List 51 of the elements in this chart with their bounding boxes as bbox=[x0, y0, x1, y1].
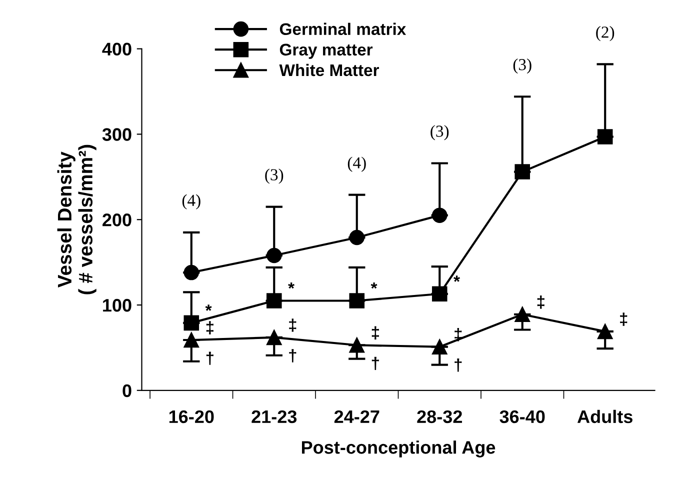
y-tick-label: 400 bbox=[102, 42, 132, 56]
point bbox=[514, 164, 530, 180]
annotation: ‡ bbox=[537, 296, 544, 309]
point bbox=[514, 306, 530, 322]
annotation: ‡ bbox=[372, 326, 379, 340]
annotation: † bbox=[289, 349, 296, 362]
annotation: (3) bbox=[513, 58, 532, 74]
y-tick-label: 200 bbox=[102, 214, 132, 226]
legend-label: Germinal matrix bbox=[280, 22, 406, 36]
annotation: † bbox=[372, 356, 379, 370]
x-axis-title: Post-conceptional Age bbox=[302, 440, 496, 458]
y-tick-label: 0 bbox=[122, 384, 132, 398]
point bbox=[349, 230, 365, 246]
point bbox=[349, 293, 365, 308]
point bbox=[432, 339, 448, 354]
point bbox=[266, 330, 282, 346]
annotation: * bbox=[205, 304, 212, 311]
x-tick-label: 21-23 bbox=[252, 410, 297, 424]
text: (2) bbox=[596, 26, 614, 42]
point bbox=[432, 286, 448, 302]
annotation: (4) bbox=[348, 156, 366, 172]
annotation: ‡ bbox=[289, 318, 296, 332]
annotation: (4) bbox=[182, 194, 200, 210]
y-tick-label: 100 bbox=[103, 298, 132, 312]
x-tick-label: Adults bbox=[577, 410, 632, 424]
x-tick-label: 24-27 bbox=[334, 410, 380, 423]
annotation: ‡ bbox=[620, 312, 628, 326]
point bbox=[184, 332, 200, 348]
y-axis-title: Vessel Density ( # vessels/mm²) bbox=[57, 144, 96, 294]
point bbox=[184, 264, 200, 280]
annotation: (3) bbox=[430, 125, 449, 140]
annotation: * bbox=[288, 282, 294, 289]
point bbox=[432, 208, 448, 223]
x-tick-label: 28-32 bbox=[417, 410, 462, 424]
point bbox=[349, 338, 365, 353]
x-tick-label: 16-20 bbox=[169, 410, 214, 424]
annotation: * bbox=[454, 276, 460, 282]
y-tick-label: 300 bbox=[102, 128, 132, 141]
point bbox=[184, 315, 200, 331]
annotation: ‡ bbox=[206, 321, 214, 334]
annotation: † bbox=[206, 352, 214, 365]
annotation: * bbox=[370, 282, 378, 289]
point bbox=[266, 248, 282, 264]
point bbox=[597, 129, 613, 144]
annotation: † bbox=[454, 358, 462, 372]
legend-label: Gray matter bbox=[280, 44, 373, 59]
legend-label: White Matter bbox=[279, 64, 380, 76]
point bbox=[266, 293, 282, 308]
annotation: (3) bbox=[265, 168, 284, 184]
x-tick-label: 36-40 bbox=[500, 410, 545, 424]
point bbox=[597, 324, 613, 340]
